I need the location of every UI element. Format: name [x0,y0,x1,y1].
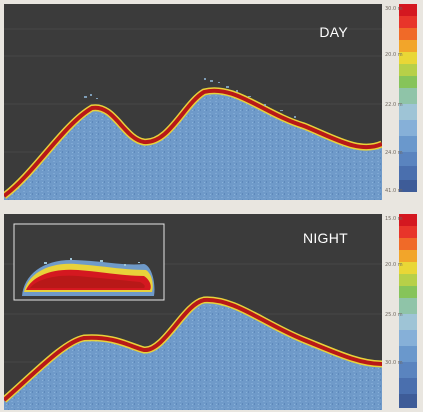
night-scale-bar [399,214,417,408]
night-scale-tick: 15.0 m [385,216,403,222]
night-color-scale: 15.0 m 20.0 m 25.0 m 30.0 m [385,214,419,410]
night-inset-box [13,223,165,301]
day-echogram-panel: DAY [4,4,382,200]
day-scale-tick: 30.0 m [385,6,403,12]
day-scale-tick: 41.0 m [385,188,403,194]
night-echogram-image [4,214,382,410]
day-scale-tick: 22.0 m [385,102,403,108]
night-scale-tick: 30.0 m [385,360,403,366]
day-seabed [4,90,382,200]
night-scale-tick: 25.0 m [385,312,403,318]
night-bottom-echo [4,297,382,402]
night-seabed [4,299,382,410]
day-scale-tick: 20.0 m [385,52,403,58]
night-scale-tick: 20.0 m [385,262,403,268]
day-scale-bar [399,4,417,192]
day-color-scale: 30.0 m 20.0 m 22.0 m 24.0 m 41.0 m [385,4,419,194]
day-title: DAY [319,24,348,40]
day-echogram-image [4,4,382,200]
night-echogram-panel: NIGHT [4,214,382,410]
day-scale-tick: 24.0 m [385,150,403,156]
night-title: NIGHT [302,230,348,246]
